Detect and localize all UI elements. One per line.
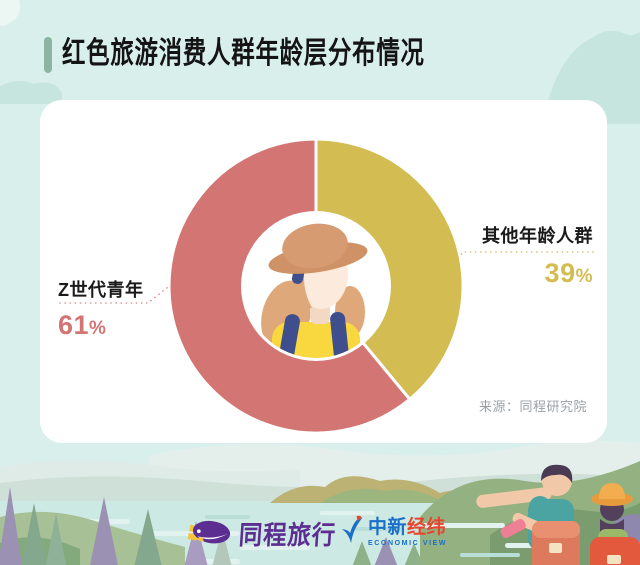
- tongcheng-logo: 同程旅行: [186, 514, 347, 552]
- hiker-with-hat: [590, 483, 640, 565]
- chart-card: Z世代青年 61% 其他年龄人群 39% 来源：同程研究院: [40, 100, 607, 443]
- pie-slice: [314, 137, 465, 402]
- zhongxin-check-icon: [341, 515, 363, 544]
- cloud-left: [0, 80, 63, 104]
- zhongxin-subtitle: ECONOMIC VIEW: [368, 539, 448, 547]
- cloud-top-left: [0, 0, 21, 26]
- callout-other-ages: 其他年龄人群 39%: [482, 222, 593, 289]
- callout-label: 其他年龄人群: [482, 226, 593, 246]
- islands: [270, 476, 495, 503]
- zhongxin-wordmark: 中新经纬: [368, 516, 447, 538]
- callout-label: Z世代青年: [58, 280, 144, 300]
- callout-percentage: 39%: [544, 258, 593, 288]
- page-title: 红色旅游消费人群年龄层分布情况: [62, 37, 425, 70]
- title-accent-bar: [44, 37, 52, 73]
- hiker-pointing: [476, 464, 580, 565]
- callout-z-generation: Z世代青年 61%: [58, 276, 144, 341]
- callout-percentage: 61%: [58, 310, 107, 340]
- donut-chart: [59, 137, 594, 435]
- zhongxin-jingwei-logo: 中新经纬 ECONOMIC VIEW: [340, 512, 447, 552]
- hiker-avatar-illustration: [261, 223, 368, 358]
- conifer-trees: [0, 487, 424, 565]
- tongcheng-blimp-icon: [187, 520, 231, 544]
- data-source-note: 来源：同程研究院: [478, 399, 587, 414]
- tongcheng-wordmark: 同程旅行: [237, 519, 338, 550]
